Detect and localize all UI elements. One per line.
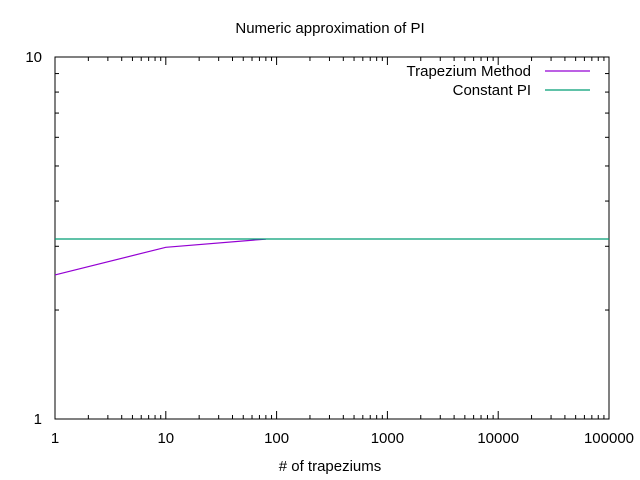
axis-tick-labels: 1 10 100 1000 10000 100000 1 10 <box>25 49 634 447</box>
series-layer <box>54 238 609 276</box>
x-tick-label: 10000 <box>477 430 519 447</box>
series-line-trapezium-method <box>54 238 266 276</box>
y-tick-label: 10 <box>25 49 42 66</box>
x-tick-label: 100 <box>264 430 289 447</box>
legend-label: Constant PI <box>453 82 531 99</box>
y-tick-label: 1 <box>34 411 42 428</box>
x-tick-label: 10 <box>157 430 174 447</box>
chart-title: Numeric approximation of PI <box>235 20 424 37</box>
legend: Trapezium Method Constant PI <box>407 63 590 99</box>
x-tick-label: 1 <box>51 430 59 447</box>
x-axis-label: # of trapeziums <box>279 458 382 475</box>
x-tick-label: 100000 <box>584 430 634 447</box>
x-tick-label: 1000 <box>371 430 404 447</box>
legend-label: Trapezium Method <box>407 63 532 80</box>
axis-ticks <box>54 56 610 420</box>
plot-frame <box>54 56 610 420</box>
